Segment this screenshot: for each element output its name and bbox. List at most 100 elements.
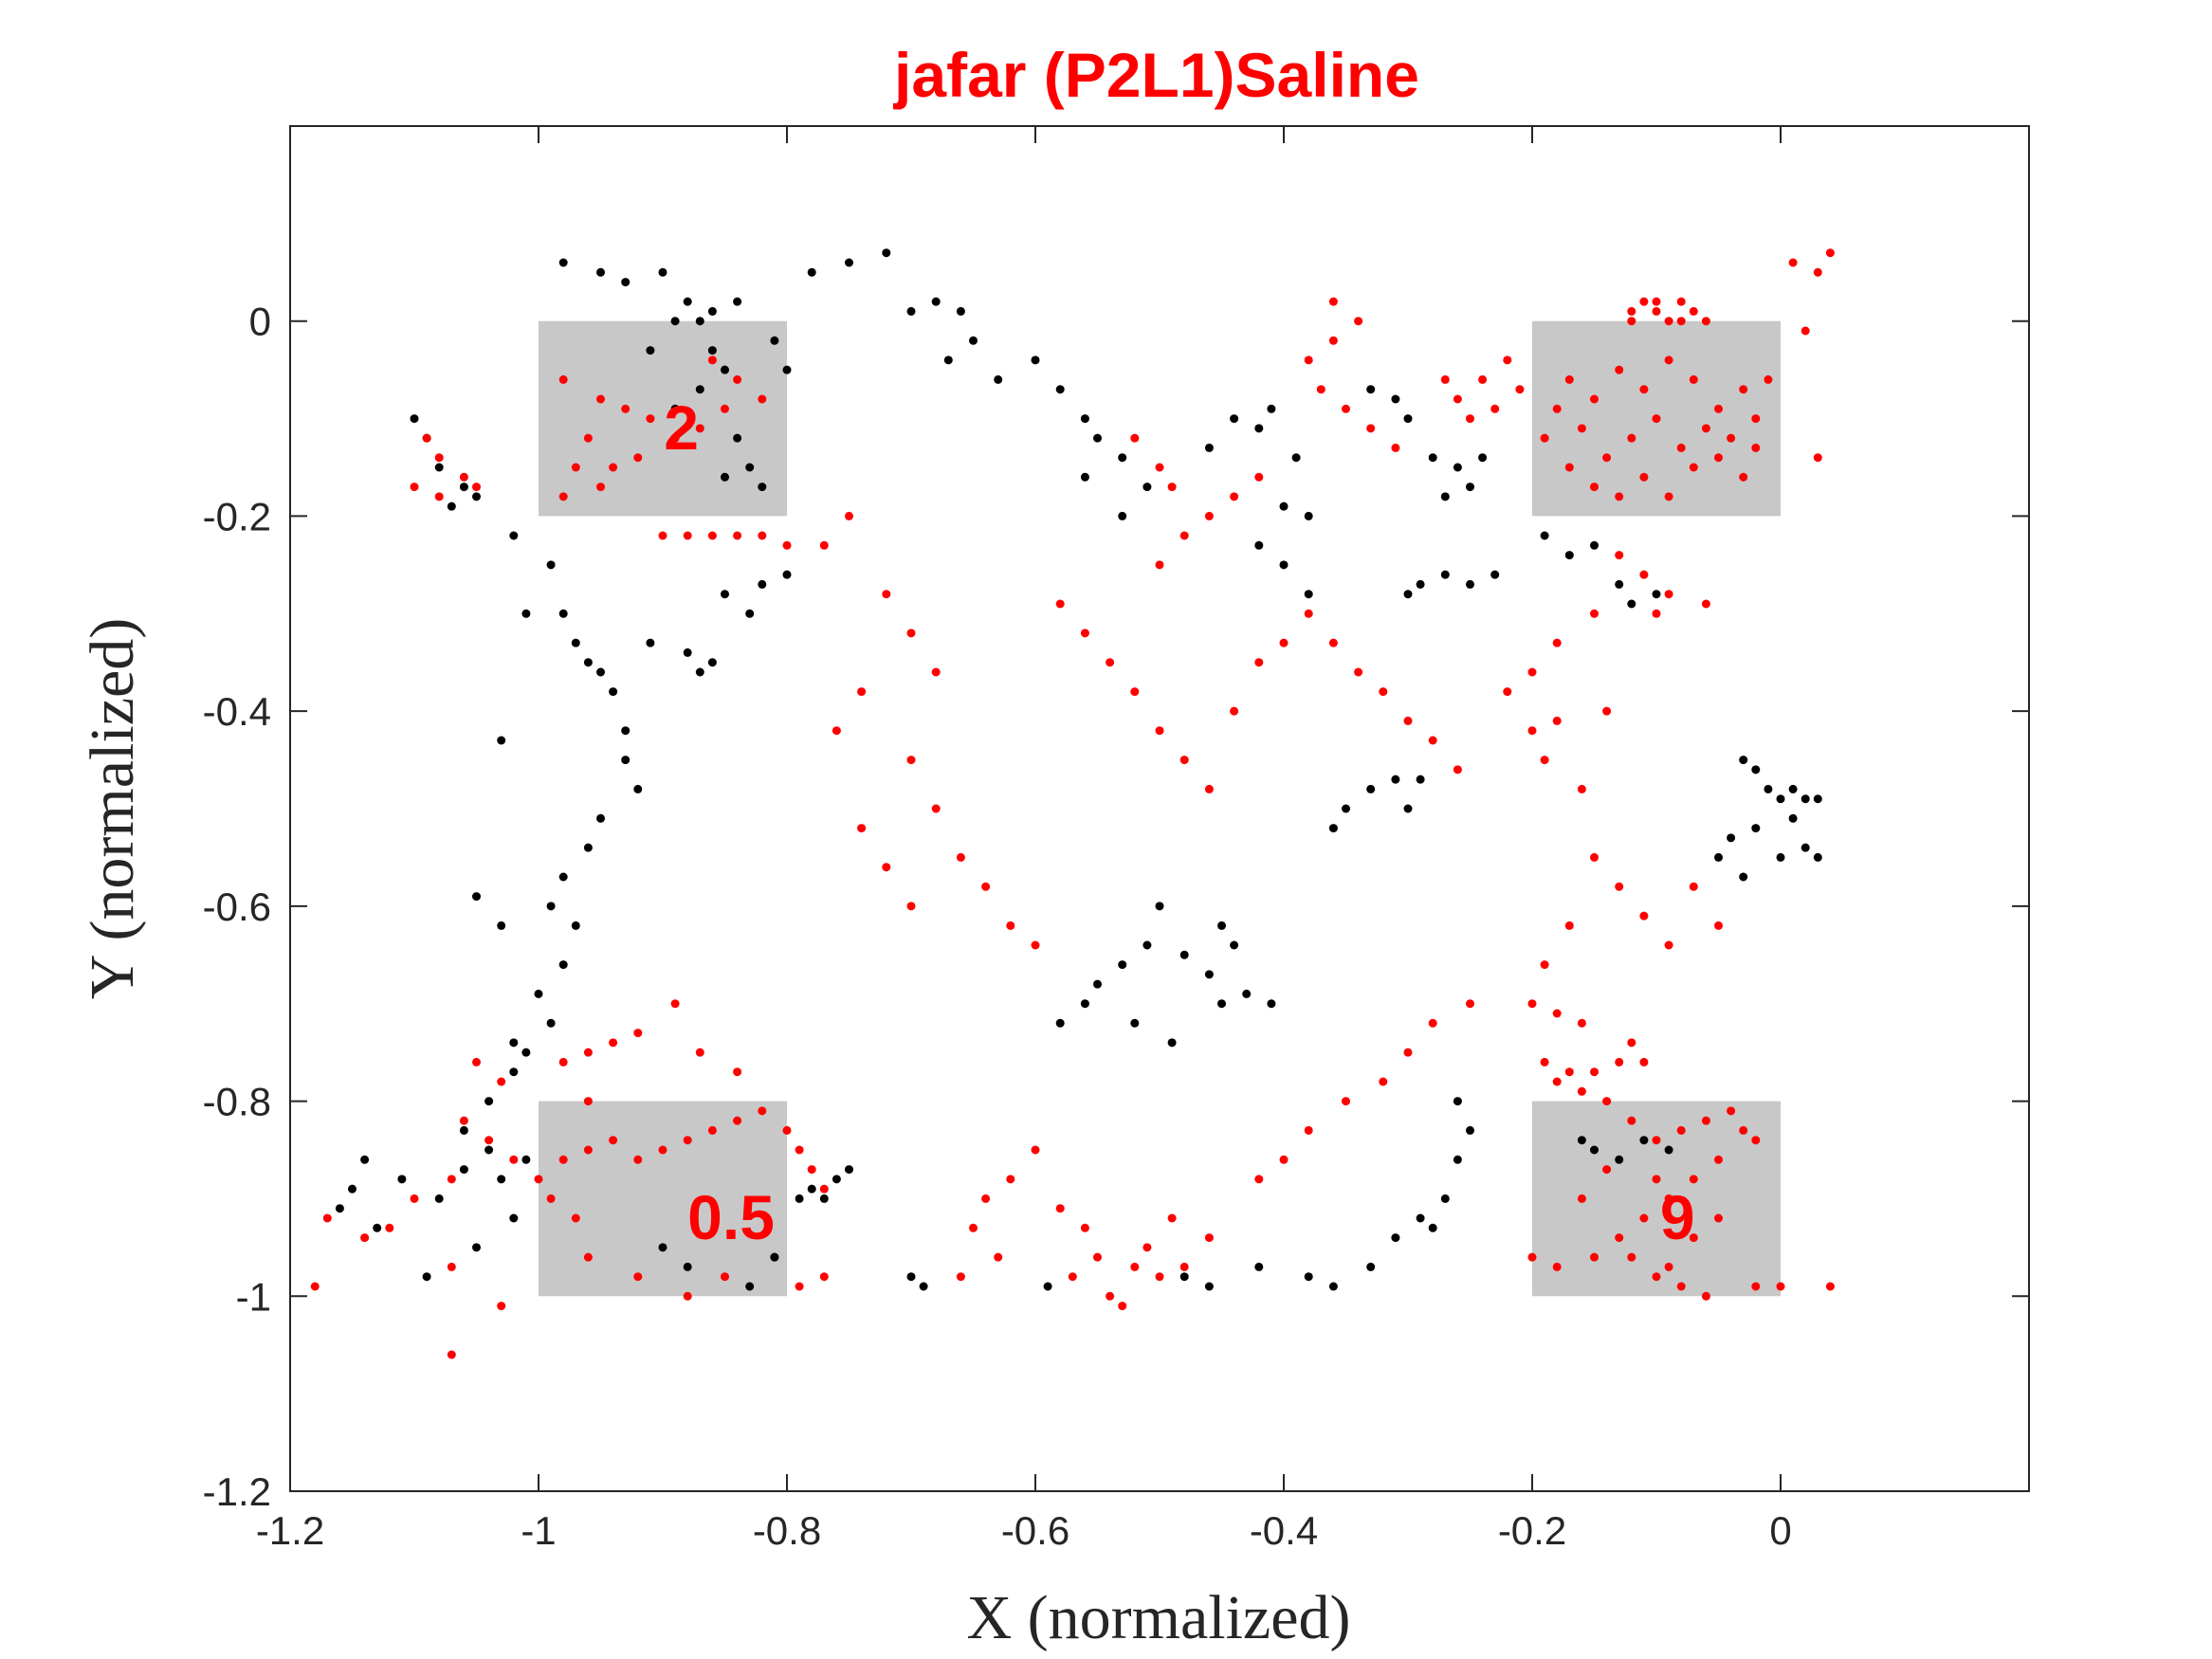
point-series2-96 (609, 1136, 618, 1145)
point-series2-157 (1564, 1067, 1574, 1077)
point-series2-127 (819, 1272, 829, 1282)
point-series1-110 (782, 570, 792, 579)
point-series2-19 (707, 531, 717, 540)
point-series2-20 (733, 531, 742, 540)
point-series2-153 (1590, 1252, 1599, 1262)
point-series2-257 (633, 1272, 643, 1282)
point-series2-71 (1515, 385, 1525, 394)
point-series2-87 (1602, 706, 1612, 716)
point-series2-258 (683, 1291, 692, 1301)
point-series2-118 (670, 999, 680, 1009)
point-series1-128 (1179, 950, 1189, 959)
y-tick-label-5: -0.4 (203, 689, 271, 734)
point-series1-96 (521, 1155, 531, 1164)
point-series1-130 (1217, 999, 1226, 1009)
x-tick-label-3: -0.8 (753, 1508, 821, 1553)
point-series2-58 (1639, 297, 1649, 306)
point-series2-155 (1527, 1252, 1537, 1262)
point-series1-36 (1118, 511, 1127, 520)
plot-area-frame (289, 125, 2030, 1492)
point-series2-231 (1714, 921, 1723, 930)
point-series1-13 (721, 472, 729, 482)
point-series2-69 (1453, 394, 1462, 404)
point-series2-162 (1577, 1018, 1586, 1028)
point-series1-174 (1179, 1272, 1189, 1282)
point-series2-160 (1639, 1057, 1649, 1066)
point-series1-50 (1403, 414, 1413, 424)
point-series1-69 (434, 463, 444, 472)
point-series2-140 (1664, 1194, 1673, 1203)
point-series2-191 (1403, 716, 1413, 725)
point-series1-12 (745, 463, 755, 472)
point-series2-21 (758, 531, 767, 540)
point-series2-67 (1503, 356, 1512, 365)
point-series2-65 (1676, 317, 1686, 326)
point-series2-137 (1751, 1136, 1761, 1145)
point-series2-50 (1639, 472, 1649, 482)
point-series1-87 (571, 921, 580, 930)
point-series1-172 (906, 1272, 916, 1282)
point-series2-36 (1739, 385, 1748, 394)
point-series2-135 (1727, 1106, 1736, 1116)
point-series1-66 (1652, 590, 1661, 599)
point-series1-18 (733, 297, 742, 306)
point-series1-105 (422, 1272, 431, 1282)
point-series2-18 (683, 531, 692, 540)
point-series2-11 (758, 394, 767, 404)
point-series2-240 (1776, 1282, 1785, 1291)
point-series1-41 (1267, 404, 1276, 413)
point-series1-170 (1590, 1145, 1599, 1155)
point-series2-204 (1179, 531, 1189, 540)
point-series2-4 (646, 414, 655, 424)
point-series2-81 (1527, 667, 1537, 677)
point-series2-249 (1254, 1175, 1264, 1184)
point-series1-178 (1328, 1282, 1338, 1291)
point-series1-149 (1416, 1213, 1425, 1223)
point-series1-117 (807, 1184, 816, 1194)
point-series1-85 (558, 872, 568, 882)
point-series1-92 (509, 1067, 519, 1077)
point-series1-11 (733, 433, 742, 443)
point-series2-158 (1590, 1067, 1599, 1077)
point-series1-59 (1403, 590, 1413, 599)
point-series1-29 (994, 374, 1003, 384)
point-series1-65 (1627, 599, 1636, 609)
point-series1-155 (1776, 794, 1785, 804)
point-series1-109 (758, 579, 767, 589)
point-series2-123 (795, 1145, 804, 1155)
point-series1-161 (1727, 833, 1736, 843)
point-series2-175 (1204, 1233, 1214, 1243)
point-series2-47 (1564, 463, 1574, 472)
point-series1-67 (410, 414, 419, 424)
point-series2-211 (1328, 336, 1338, 345)
point-series2-233 (1540, 960, 1549, 970)
point-series1-32 (1080, 414, 1089, 424)
point-series2-105 (447, 1175, 456, 1184)
point-series2-183 (1204, 784, 1214, 793)
point-series2-64 (1652, 297, 1661, 306)
point-series2-70 (1490, 404, 1500, 413)
point-series2-181 (1155, 726, 1164, 736)
point-series2-132 (1652, 1136, 1661, 1145)
point-series1-46 (1279, 560, 1289, 570)
point-series1-140 (1391, 775, 1400, 784)
point-series1-20 (782, 365, 792, 374)
point-series2-33 (1664, 356, 1673, 365)
point-series1-160 (1751, 824, 1761, 833)
point-series2-197 (981, 882, 991, 891)
point-series1-16 (670, 317, 680, 326)
point-series2-195 (931, 804, 941, 813)
point-series1-31 (1055, 385, 1065, 394)
point-series1-169 (1664, 1145, 1673, 1155)
point-series2-113 (447, 1262, 456, 1271)
point-series2-31 (1615, 365, 1624, 374)
point-series1-175 (1204, 1282, 1214, 1291)
point-series2-29 (1564, 374, 1574, 384)
point-series2-213 (1316, 385, 1325, 394)
point-series1-120 (845, 1165, 853, 1175)
point-series2-27 (434, 492, 444, 501)
point-series2-192 (1428, 736, 1437, 745)
point-series2-68 (1478, 374, 1488, 384)
point-series2-248 (1279, 1155, 1289, 1164)
point-series2-102 (758, 1106, 767, 1116)
